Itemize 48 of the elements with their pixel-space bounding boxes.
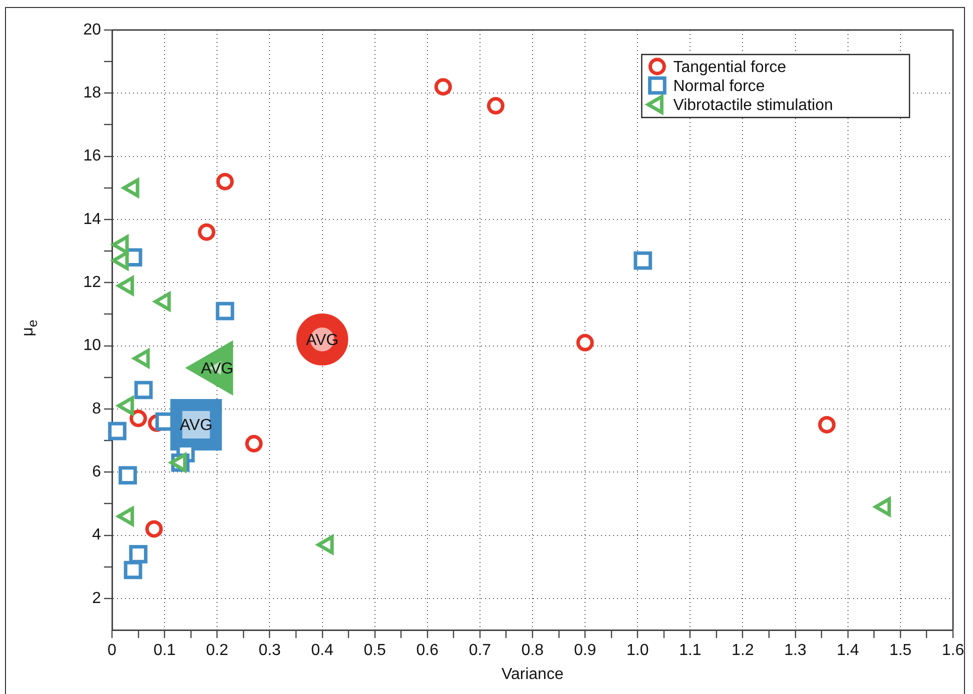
point [198, 223, 216, 241]
point [634, 251, 652, 270]
point [129, 545, 148, 564]
y-tick-label: 10 [83, 337, 102, 354]
y-tick-label: 4 [92, 526, 102, 544]
x-tick-label: 1.3 [784, 642, 807, 660]
point [216, 302, 234, 320]
y-tick-label: 20 [83, 21, 102, 38]
point [134, 380, 153, 400]
x-tick-label: 1.4 [836, 642, 860, 660]
point [124, 560, 142, 580]
point [576, 334, 594, 352]
x-tick-label: 1.2 [732, 642, 754, 660]
x-tick-label: 1.5 [889, 642, 912, 660]
y-tick-label: 14 [83, 210, 102, 228]
legend-label: Vibrotactile stimulation [673, 96, 833, 114]
annotation: AVG [180, 417, 212, 434]
point [486, 97, 504, 115]
x-tick-label: 1.0 [626, 642, 649, 660]
y-tick-label: 12 [83, 274, 102, 292]
x-tick-label: 0.5 [364, 642, 386, 660]
x-tick-label: 0.4 [311, 642, 334, 660]
y-tick-label: 2 [92, 590, 102, 607]
legend-label: Normal force [673, 78, 765, 95]
x-tick-label: 0.9 [574, 642, 596, 660]
x-tick-label: 0.3 [258, 642, 281, 660]
y-tick-label: 18 [83, 84, 102, 102]
point [130, 410, 148, 428]
y-tick-label: 6 [92, 464, 102, 481]
y-tick-label: 8 [92, 400, 102, 418]
x-axis-title: Variance [502, 666, 564, 683]
x-tick-label: 0.8 [521, 642, 544, 660]
point [245, 434, 263, 452]
x-tick-label: 0.1 [153, 642, 176, 660]
point [216, 172, 234, 190]
x-tick-label: 1.1 [679, 642, 702, 660]
x-tick-label: 0 [108, 642, 117, 660]
x-tick-label: 0.2 [206, 642, 228, 660]
y-tick-label: 16 [83, 148, 102, 165]
point [108, 422, 126, 440]
x-tick-label: 1.6 [942, 642, 964, 660]
point [818, 416, 836, 434]
legend-label: Tangential force [673, 58, 786, 76]
point [118, 466, 137, 484]
point [145, 520, 163, 538]
x-tick-label: 0.7 [468, 642, 492, 660]
x-tick-label: 0.6 [416, 642, 439, 660]
point [434, 78, 452, 96]
